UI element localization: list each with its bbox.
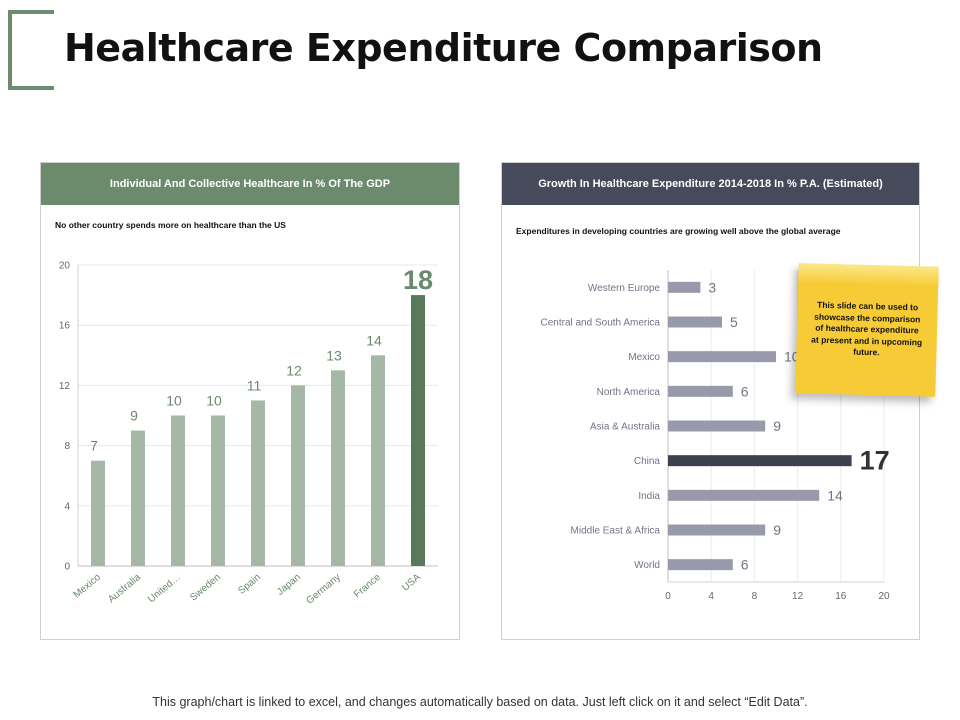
right-y-tick-label: Mexico bbox=[628, 352, 660, 363]
left-y-tick-label: 8 bbox=[64, 441, 70, 452]
left-bar-sweden bbox=[211, 415, 225, 566]
left-y-tick-label: 20 bbox=[59, 261, 71, 272]
right-panel-subtitle: Expenditures in developing countries are… bbox=[516, 226, 841, 236]
right-data-label: 3 bbox=[708, 279, 716, 295]
left-data-label: 7 bbox=[90, 438, 98, 454]
page-title: Healthcare Expenditure Comparison bbox=[64, 26, 823, 70]
right-y-tick-label: China bbox=[634, 456, 661, 467]
left-panel-subtitle: No other country spends more on healthca… bbox=[55, 220, 286, 230]
left-bar-mexico bbox=[91, 460, 105, 566]
left-x-tick-label: United… bbox=[146, 572, 183, 605]
right-bar-middleeastafrica bbox=[668, 524, 766, 536]
left-bar-japan bbox=[291, 385, 305, 566]
left-data-label: 13 bbox=[326, 347, 342, 363]
left-x-tick-label: USA bbox=[400, 572, 423, 594]
left-bar-australia bbox=[131, 430, 145, 566]
left-chart-panel: Individual And Collective Healthcare In … bbox=[40, 162, 460, 640]
left-x-tick-label: France bbox=[352, 572, 383, 601]
title-bracket-decoration bbox=[8, 10, 54, 90]
right-bar-northamerica bbox=[668, 385, 733, 397]
right-data-label: 9 bbox=[773, 418, 781, 434]
left-bar-france bbox=[371, 355, 385, 566]
left-data-label: 18 bbox=[403, 265, 433, 295]
right-y-tick-label: India bbox=[638, 491, 660, 502]
left-x-tick-label: Sweden bbox=[188, 572, 223, 604]
right-x-tick-label: 0 bbox=[665, 591, 671, 602]
right-bar-mexico bbox=[668, 351, 776, 363]
right-bar-westerneurope bbox=[668, 281, 701, 293]
right-bar-china bbox=[668, 455, 852, 467]
right-bar-world bbox=[668, 559, 733, 571]
left-y-tick-label: 12 bbox=[59, 381, 71, 392]
right-data-label: 6 bbox=[741, 557, 749, 573]
left-y-tick-label: 16 bbox=[59, 321, 71, 332]
footer-note: This graph/chart is linked to excel, and… bbox=[152, 695, 808, 709]
right-y-tick-label: North America bbox=[597, 387, 661, 398]
left-data-label: 12 bbox=[286, 362, 302, 378]
right-y-tick-label: Asia & Australia bbox=[590, 422, 660, 433]
left-panel-header: Individual And Collective Healthcare In … bbox=[41, 163, 459, 205]
left-x-tick-label: Germany bbox=[304, 572, 343, 607]
right-data-label: 14 bbox=[827, 487, 843, 503]
left-y-tick-label: 0 bbox=[64, 562, 70, 573]
left-bar-united bbox=[171, 415, 185, 566]
right-x-tick-label: 12 bbox=[792, 591, 804, 602]
left-data-label: 9 bbox=[130, 408, 138, 424]
left-x-tick-label: Spain bbox=[236, 572, 263, 597]
right-x-tick-label: 4 bbox=[708, 591, 714, 602]
sticky-note-text: This slide can be used to showcase the c… bbox=[811, 299, 923, 358]
left-bar-germany bbox=[331, 370, 345, 566]
right-y-tick-label: Western Europe bbox=[588, 283, 661, 294]
sticky-note-tape bbox=[798, 263, 939, 287]
right-y-tick-label: Central and South America bbox=[540, 318, 660, 329]
left-data-label: 14 bbox=[366, 332, 382, 348]
right-x-tick-label: 16 bbox=[835, 591, 847, 602]
right-y-tick-label: Middle East & Africa bbox=[571, 526, 661, 537]
right-bar-centralandsouthamerica bbox=[668, 316, 722, 328]
left-x-tick-label: Mexico bbox=[72, 572, 104, 601]
right-x-tick-label: 20 bbox=[878, 591, 890, 602]
right-data-label: 17 bbox=[860, 446, 890, 476]
left-bar-usa bbox=[411, 295, 425, 566]
left-data-label: 11 bbox=[247, 377, 262, 393]
sticky-note: This slide can be used to showcase the c… bbox=[795, 263, 939, 397]
right-data-label: 6 bbox=[741, 383, 749, 399]
left-x-tick-label: Japan bbox=[275, 572, 303, 598]
left-data-label: 10 bbox=[206, 393, 222, 409]
right-y-tick-label: World bbox=[634, 560, 660, 571]
right-data-label: 9 bbox=[773, 522, 781, 538]
left-x-tick-label: Australia bbox=[106, 572, 143, 606]
left-y-tick-label: 4 bbox=[64, 501, 70, 512]
right-data-label: 5 bbox=[730, 314, 738, 330]
right-x-tick-label: 8 bbox=[752, 591, 758, 602]
right-bar-india bbox=[668, 489, 820, 501]
left-data-label: 10 bbox=[166, 393, 182, 409]
right-panel-header: Growth In Healthcare Expenditure 2014-20… bbox=[502, 163, 919, 205]
left-bar-spain bbox=[251, 400, 265, 566]
right-bar-asiaaustralia bbox=[668, 420, 766, 432]
